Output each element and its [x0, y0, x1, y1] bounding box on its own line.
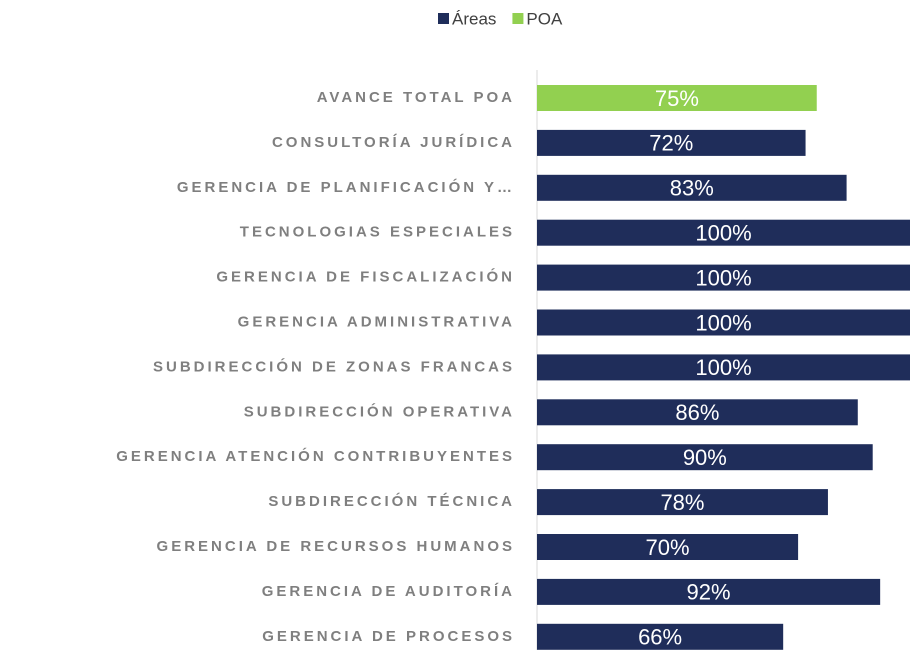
legend-label: Áreas [452, 9, 496, 28]
category-label: GERENCIA DE RECURSOS HUMANOS [157, 538, 515, 555]
category-label: SUBDIRECCIÓN TÉCNICA [268, 492, 515, 510]
category-label: TECNOLOGIAS ESPECIALES [240, 224, 515, 241]
value-label: 100% [695, 310, 751, 335]
category-label: GERENCIA ATENCIÓN CONTRIBUYENTES [116, 447, 515, 465]
bar [537, 399, 858, 426]
value-label: 100% [695, 221, 751, 246]
bar [537, 444, 873, 471]
legend-label: POA [526, 9, 563, 28]
value-label: 86% [675, 400, 719, 425]
bar [537, 174, 847, 201]
value-label: 66% [638, 625, 682, 650]
bar [537, 578, 881, 605]
category-label: AVANCE TOTAL POA [317, 89, 515, 106]
bar [537, 264, 910, 291]
bar [537, 85, 817, 111]
legend-swatch [438, 13, 449, 24]
category-label: GERENCIA DE PROCESOS [262, 628, 515, 645]
legend-swatch [512, 13, 524, 24]
bar [537, 219, 910, 246]
category-label: GERENCIA DE FISCALIZACIÓN [216, 268, 515, 286]
category-label: SUBDIRECCIÓN OPERATIVA [244, 402, 515, 420]
bar [537, 129, 806, 156]
value-label: 100% [695, 265, 751, 290]
value-label: 78% [660, 490, 704, 515]
category-label: CONSULTORÍA JURÍDICA [272, 134, 515, 151]
value-label: 70% [646, 535, 690, 560]
value-label: 72% [649, 131, 693, 156]
bar [537, 309, 910, 336]
value-label: 90% [683, 445, 727, 470]
bar [537, 623, 784, 650]
bar [537, 354, 910, 381]
category-label: GERENCIA DE AUDITORÍA [262, 583, 515, 600]
bar [537, 489, 828, 516]
value-label: 92% [687, 580, 731, 605]
value-label: 75% [655, 86, 699, 111]
value-label: 83% [670, 176, 714, 201]
category-label: GERENCIA DE PLANIFICACIÓN Y… [177, 178, 515, 196]
value-label: 100% [695, 355, 751, 380]
category-label: SUBDIRECCIÓN DE ZONAS FRANCAS [153, 357, 515, 375]
category-label: GERENCIA ADMINISTRATIVA [238, 313, 515, 330]
bar [537, 534, 799, 560]
